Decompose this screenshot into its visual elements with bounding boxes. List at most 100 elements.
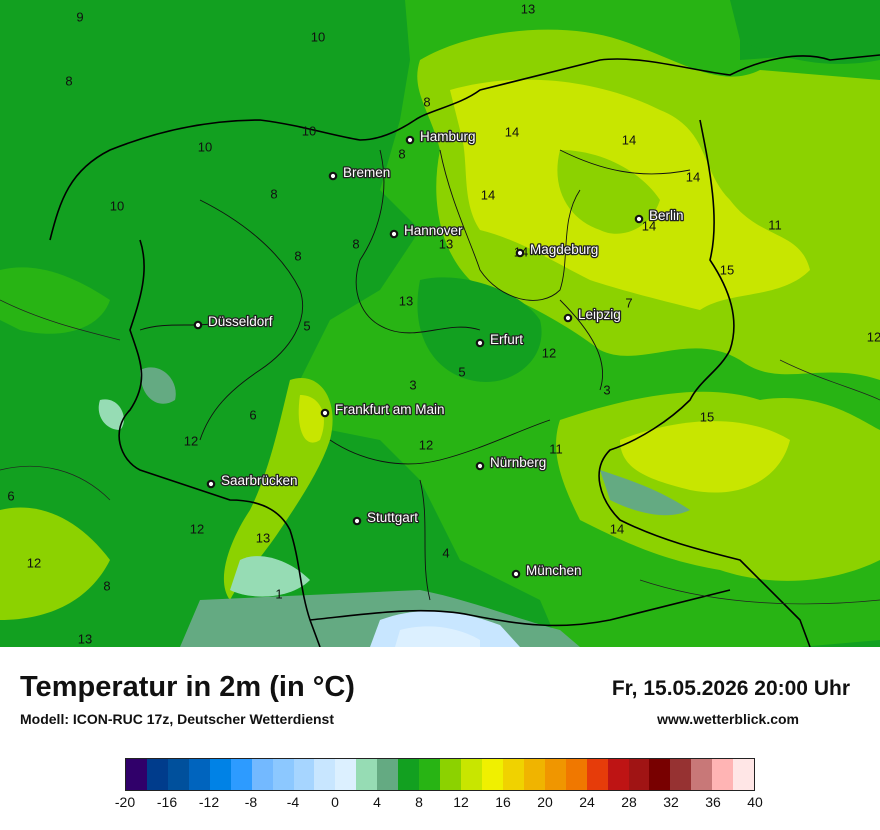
isotherm-label: 8: [294, 248, 301, 263]
city-hamburg: Hamburg: [405, 128, 477, 145]
colorbar-segment: [209, 759, 231, 790]
temperature-field: [0, 0, 880, 647]
map-canvas: 9131088814141410108141081411138141513712…: [0, 0, 880, 647]
colorbar-tick-label: 36: [705, 794, 721, 810]
city-dot: [320, 408, 330, 418]
city-saarbrücken: Saarbrücken: [206, 472, 299, 489]
colorbar-segment: [481, 759, 503, 790]
colorbar-segment: [670, 759, 692, 790]
colorbar-tick-label: 16: [495, 794, 511, 810]
isotherm-label: 6: [7, 488, 14, 503]
isotherm-label: 14: [622, 132, 636, 147]
isotherm-label: 8: [352, 236, 359, 251]
colorbar-segment: [419, 759, 441, 790]
city-label: Nürnberg: [490, 455, 546, 470]
isotherm-label: 4: [442, 545, 449, 560]
colorbar-tick-label: -16: [156, 794, 178, 810]
city-dot: [206, 479, 216, 489]
city-dot: [405, 135, 415, 145]
colorbar-segment: [649, 759, 671, 790]
map-title: Temperatur in 2m (in °C): [20, 671, 355, 703]
isotherm-label: 15: [700, 409, 714, 424]
colorbar-segment: [251, 759, 273, 790]
colorbar-segment: [586, 759, 608, 790]
isotherm-label: 14: [642, 218, 656, 233]
city-label: Saarbrücken: [221, 473, 298, 488]
isotherm-label: 10: [198, 139, 212, 154]
isotherm-label: 12: [419, 437, 433, 452]
isotherm-label: 12: [27, 555, 41, 570]
city-dot: [352, 516, 362, 526]
isotherm-label: 14: [610, 521, 624, 536]
isotherm-label: 13: [256, 530, 270, 545]
city-label: München: [526, 563, 582, 578]
isotherm-label: 9: [76, 9, 83, 24]
isotherm-label: 15: [720, 262, 734, 277]
city-dot: [328, 171, 338, 181]
city-leipzig: Leipzig: [563, 306, 622, 323]
colorbar-tick-label: -12: [198, 794, 220, 810]
colorbar-segment: [126, 759, 147, 790]
colorbar-segment: [188, 759, 210, 790]
isotherm-label: 10: [110, 198, 124, 213]
state-borders: [139, 149, 691, 601]
isotherm-label: 10: [302, 123, 316, 138]
colorbar-segment: [356, 759, 378, 790]
forecast-datetime: Fr, 15.05.2026 20:00 Uhr: [611, 677, 850, 700]
city-label: Leipzig: [578, 307, 621, 322]
colorbar-segment: [293, 759, 315, 790]
colorbar-tick-label: 8: [415, 794, 423, 810]
isotherm-label: 3: [409, 377, 416, 392]
colorbar-ticks: -20 -16 -12 -8 -4 0 4 8 12 16 20 24 28 32 36 40: [115, 794, 763, 814]
colorbar-segment: [502, 759, 524, 790]
colorbar-segment: [544, 759, 566, 790]
border-west: [118, 239, 321, 647]
neighbor-borders: [0, 299, 880, 605]
colorbar-segment: [398, 759, 420, 790]
isotherm-label: 14: [686, 169, 700, 184]
colorbar-segment: [461, 759, 482, 790]
isotherm-label: 1: [275, 586, 282, 601]
colorbar-segment: [733, 759, 755, 790]
colorbar-segment: [523, 759, 545, 790]
city-label: Frankfurt am Main: [335, 402, 445, 417]
colorbar-segment: [440, 759, 461, 790]
isotherm-label: 8: [103, 578, 110, 593]
website-url: www.wetterblick.com: [657, 711, 799, 727]
city-nürnberg: Nürnberg: [475, 454, 548, 471]
colorbar-segment: [230, 759, 252, 790]
isotherm-label: 12: [184, 433, 198, 448]
colorbar-segment: [565, 759, 587, 790]
colorbar-segment: [167, 759, 189, 790]
city-hannover: Hannover: [389, 222, 464, 239]
isotherm-label: 13: [521, 1, 535, 16]
colorbar-tick-label: 40: [747, 794, 763, 810]
city-dot: [475, 338, 485, 348]
border-south: [309, 589, 731, 627]
city-münchen: München: [511, 562, 583, 579]
isotherm-label: 12: [190, 521, 204, 536]
isotherm-label: 8: [65, 73, 72, 88]
colorbar-segment: [272, 759, 294, 790]
colorbar-segment: [377, 759, 399, 790]
colorbar-segment: [314, 759, 336, 790]
city-magdeburg: Magdeburg: [515, 241, 600, 258]
colorbar-segment: [628, 759, 650, 790]
city-erfurt: Erfurt: [475, 331, 525, 348]
city-dot: [634, 214, 644, 224]
model-source: Modell: ICON-RUC 17z, Deutscher Wetterdi…: [20, 711, 335, 727]
city-label: Stuttgart: [367, 510, 418, 525]
isotherm-labels: 9131088814141410108141081411138141513712…: [7, 1, 880, 646]
city-bremen: Bremen: [328, 164, 392, 181]
isotherm-label: 13: [399, 293, 413, 308]
city-label: Bremen: [343, 165, 390, 180]
border-east: [598, 119, 811, 647]
colorbar-tick-label: -20: [114, 794, 136, 810]
temperature-map: 9131088814141410108141081411138141513712…: [0, 0, 880, 647]
colorbar-tick-label: 0: [331, 794, 339, 810]
city-dot: [511, 569, 521, 579]
isotherm-label: 5: [303, 318, 310, 333]
colorbar-segment: [607, 759, 629, 790]
boundaries: [49, 54, 880, 647]
city-düsseldorf: Düsseldorf: [193, 313, 274, 330]
